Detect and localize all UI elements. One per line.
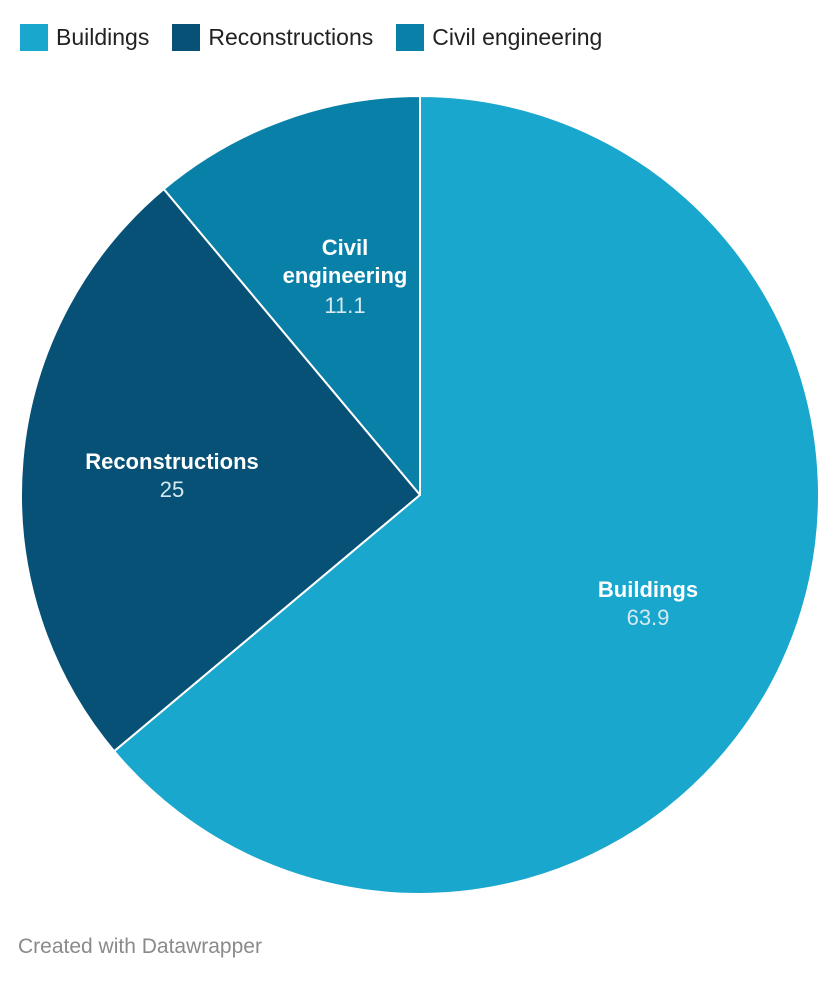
svg-text:11.1: 11.1 [324, 293, 365, 318]
svg-text:25: 25 [160, 477, 184, 502]
svg-text:Reconstructions: Reconstructions [85, 449, 259, 474]
svg-text:engineering: engineering [283, 263, 408, 288]
svg-text:Civil: Civil [322, 235, 368, 260]
svg-text:Buildings: Buildings [598, 577, 698, 602]
svg-text:63.9: 63.9 [627, 605, 670, 630]
